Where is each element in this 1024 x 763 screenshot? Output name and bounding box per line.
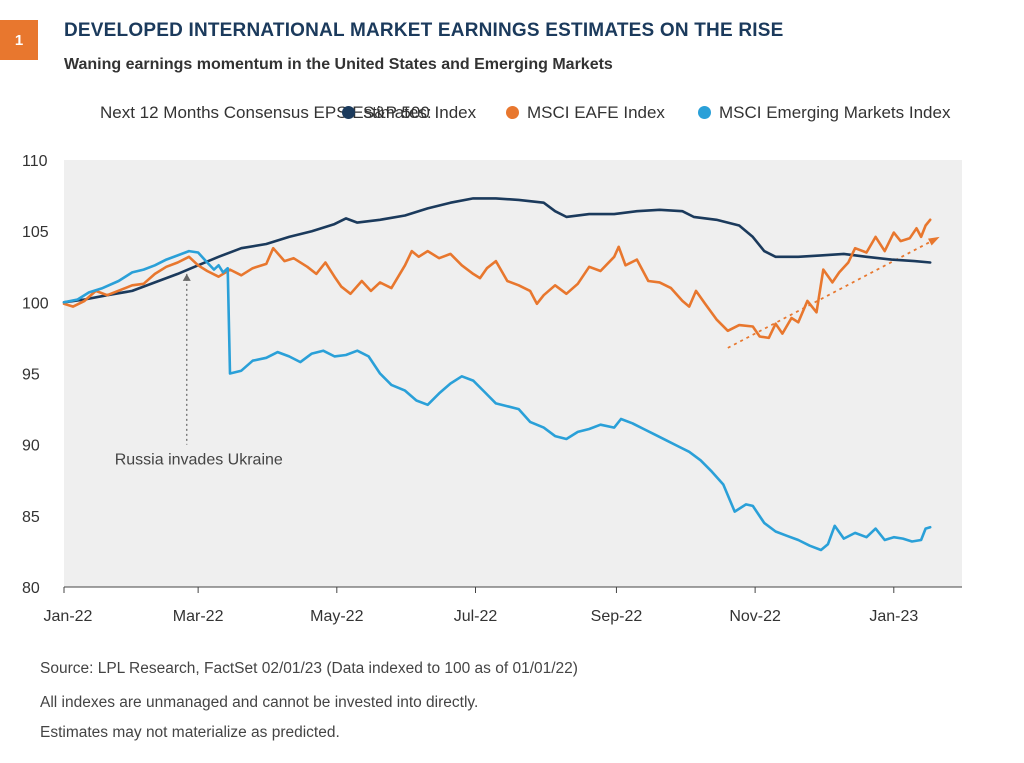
- y-tick-label: 105: [22, 224, 49, 241]
- x-tick-label: May-22: [310, 608, 363, 625]
- source-note: Source: LPL Research, FactSet 02/01/23 (…: [40, 660, 578, 677]
- plot-area-background: [64, 160, 962, 587]
- chart-subtitle: Waning earnings momentum in the United S…: [64, 56, 613, 73]
- eafe-trend-arrow-line: [727, 237, 938, 349]
- legend-text-eafe: MSCI EAFE Index: [527, 102, 665, 122]
- sp500-series-line: [62, 197, 932, 304]
- y-tick-label: 110: [22, 153, 48, 170]
- legend-item-em: MSCI Emerging Markets Index: [698, 101, 950, 124]
- invasion-annotation-label: Russia invades Ukraine: [115, 452, 283, 469]
- legend-item-eafe: MSCI EAFE Index: [506, 101, 665, 124]
- y-tick-label: 100: [22, 295, 49, 312]
- legend-dot-sp500: [342, 106, 355, 119]
- y-tick-label: 80: [22, 580, 40, 597]
- legend-dot-eafe: [506, 106, 519, 119]
- x-tick-label: Sep-22: [591, 608, 643, 625]
- disclaimer-note-1: All indexes are unmanaged and cannot be …: [40, 694, 479, 711]
- y-tick-label: 95: [22, 367, 40, 384]
- legend-text-em: MSCI Emerging Markets Index: [719, 102, 951, 122]
- y-tick-label: 90: [22, 438, 40, 455]
- legend-dot-em: [698, 106, 711, 119]
- y-tick-label: 85: [22, 509, 40, 526]
- chart-title: DEVELOPED INTERNATIONAL MARKET EARNINGS …: [64, 20, 784, 41]
- chart-number-badge: 1: [0, 20, 38, 60]
- em-series-line: [62, 249, 932, 552]
- legend-text-sp500: S&P 500 Index: [363, 102, 477, 122]
- x-tick-label: Mar-22: [173, 608, 224, 625]
- x-tick-label: Jan-23: [869, 608, 918, 625]
- x-tick-label: Jan-22: [44, 608, 93, 625]
- invasion-marker-arrowhead: [182, 273, 191, 281]
- x-tick-label: Nov-22: [729, 608, 781, 625]
- disclaimer-note-2: Estimates may not materialize as predict…: [40, 724, 340, 741]
- eafe-trend-arrowhead: [927, 236, 940, 246]
- legend-item-sp500: S&P 500 Index: [342, 101, 476, 124]
- x-tick-label: Jul-22: [454, 608, 498, 625]
- eafe-series-line: [62, 218, 932, 340]
- line-chart: 80 85 90 95 100 105 110 Jan-22 Mar-22 May-22 Jul-2…: [22, 153, 962, 625]
